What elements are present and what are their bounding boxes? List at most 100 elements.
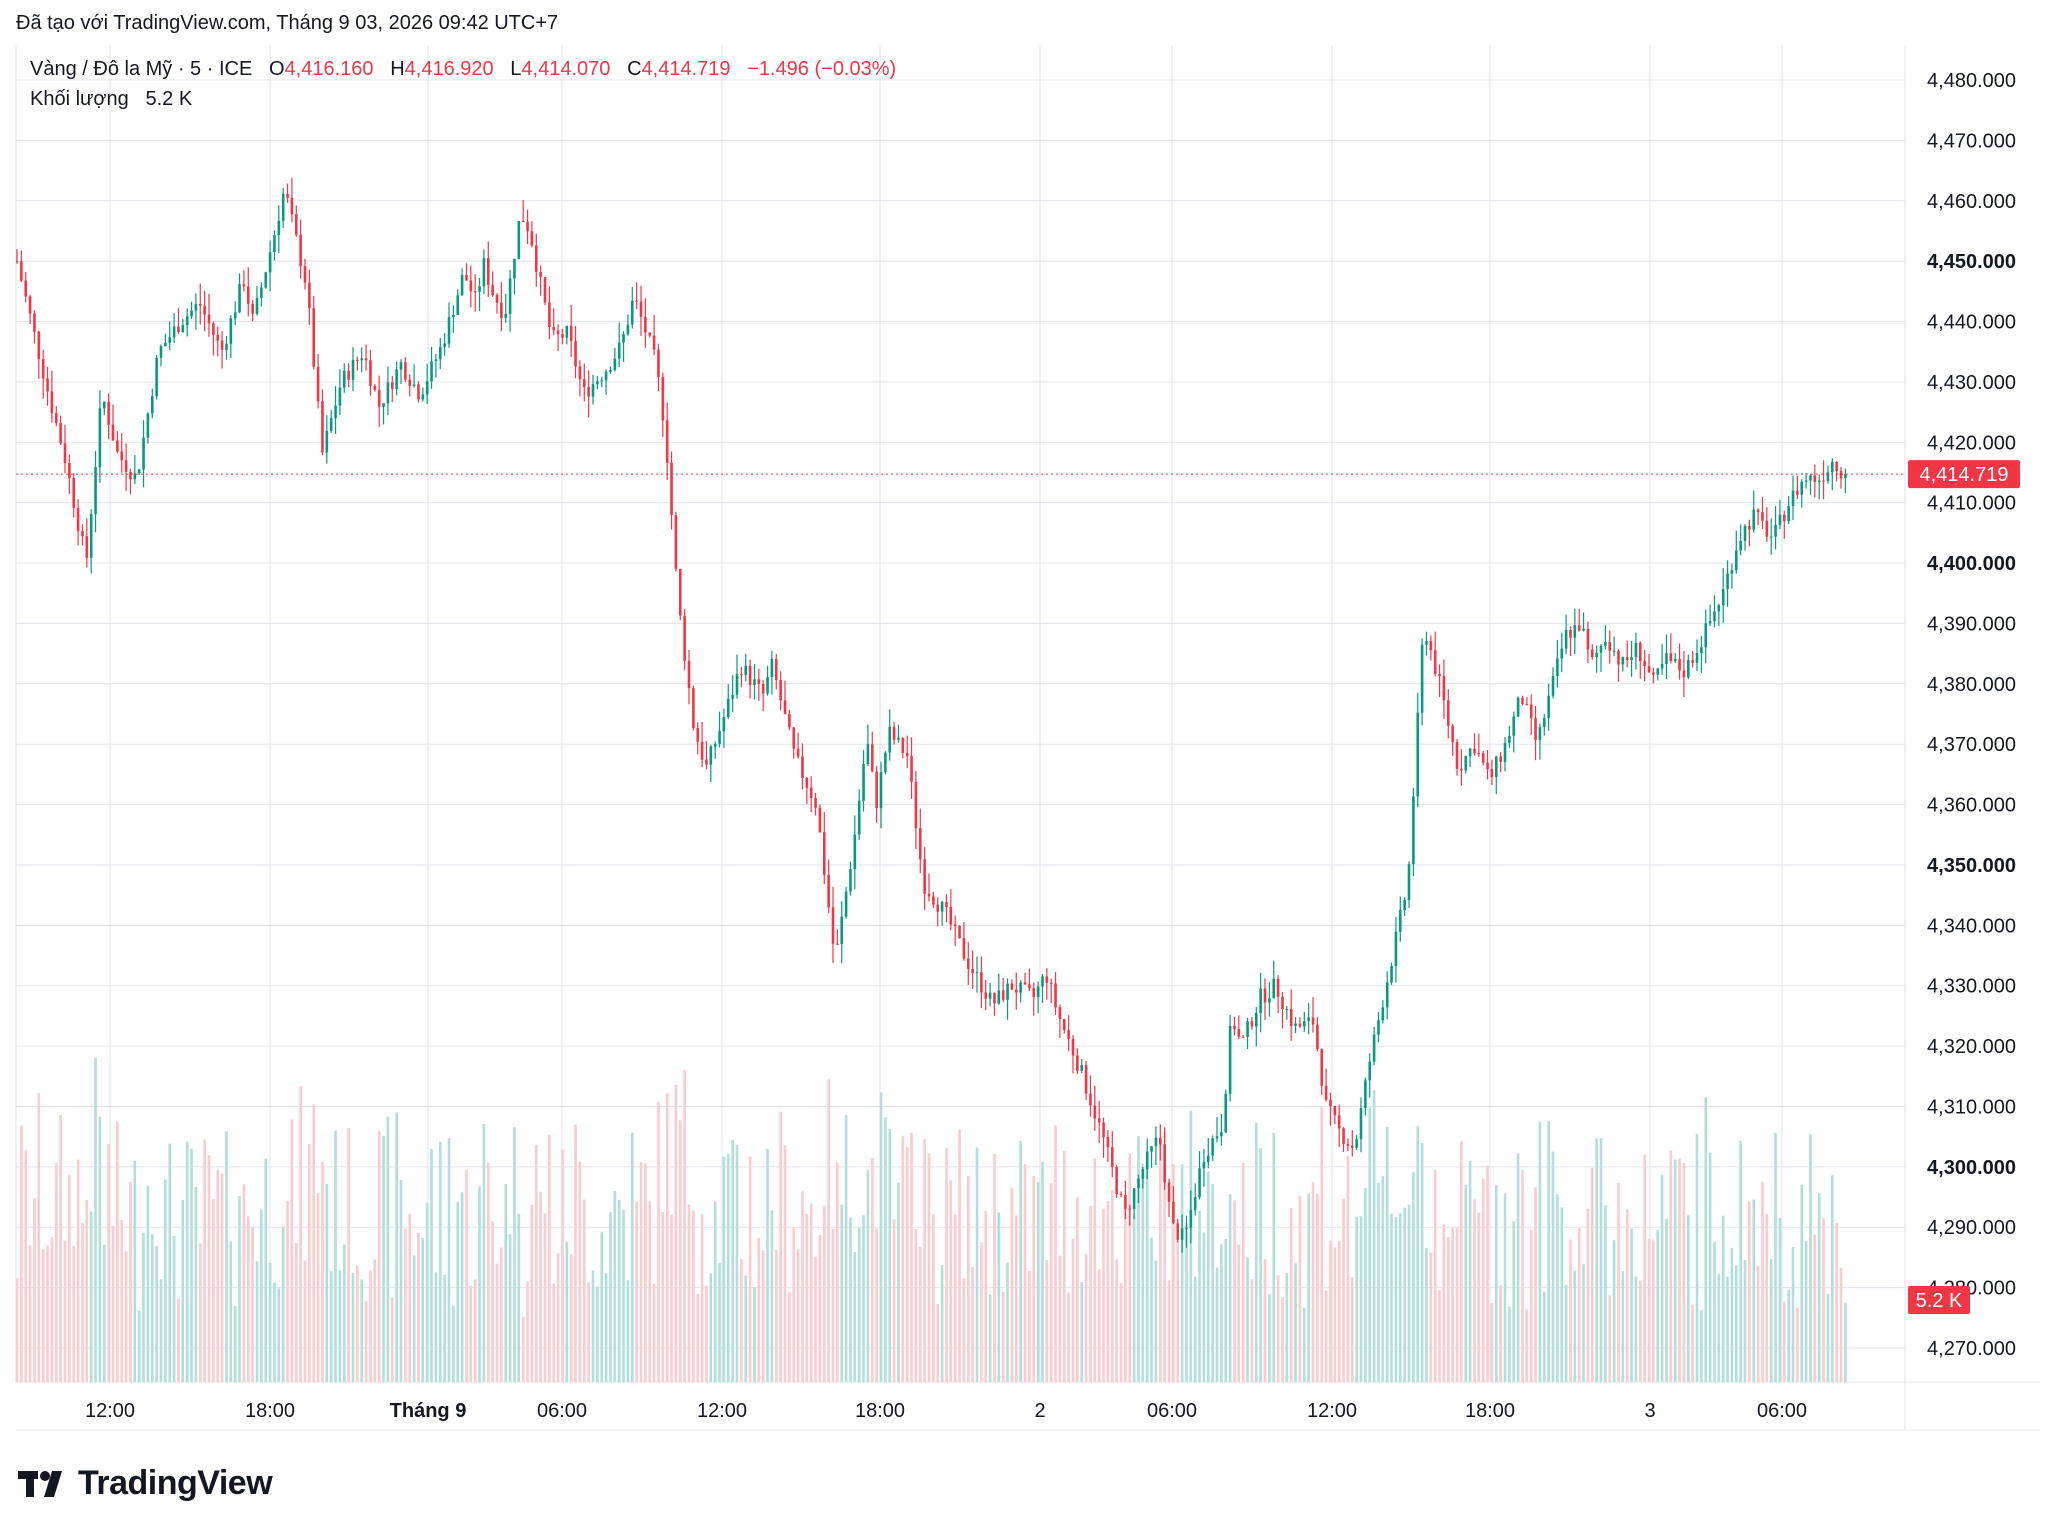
volume-bar [177, 1298, 180, 1382]
volume-bar [386, 1116, 390, 1382]
volume-bar [1206, 1171, 1210, 1382]
volume-bar [478, 1186, 481, 1382]
symbol-label[interactable]: Vàng / Đô la Mỹ · 5 · ICE [30, 58, 253, 80]
candle-body [1054, 983, 1057, 1008]
volume-bar [33, 1198, 36, 1382]
candlesticks[interactable] [15, 177, 1847, 1253]
volume-bar [709, 1273, 713, 1382]
candle-body [1246, 1021, 1249, 1038]
candle-body [37, 331, 41, 360]
volume-bar [556, 1253, 560, 1382]
candle-body [373, 385, 377, 390]
volume-bar [1433, 1169, 1437, 1382]
candle-body [1534, 718, 1537, 740]
candle-body [722, 717, 726, 732]
candle-body [674, 515, 678, 569]
candle-body [844, 891, 848, 917]
volume-bar [1678, 1158, 1681, 1382]
volume-bar [150, 1234, 154, 1382]
volume-bar [251, 1226, 254, 1382]
candle-body [1682, 670, 1686, 678]
candle-body [1272, 978, 1276, 999]
x-tick-label: 06:00 [1757, 1400, 1807, 1422]
volume-bar [1224, 1238, 1228, 1382]
volume-bar [884, 1117, 887, 1382]
candle-body [1756, 509, 1760, 513]
low-value: 4,414.070 [521, 58, 611, 80]
candle-body [862, 764, 865, 801]
candle-body [111, 424, 115, 441]
volume-bar [731, 1139, 734, 1382]
candle-body [369, 360, 372, 386]
volume-bar [1700, 1310, 1703, 1382]
candle-body [827, 874, 830, 908]
candle-body [395, 369, 398, 390]
candle-body [622, 334, 625, 343]
candle-body [604, 371, 608, 381]
volume-bar [434, 1272, 438, 1382]
candle-body [207, 314, 211, 324]
volume-bar [683, 1070, 686, 1382]
volume-bar [1787, 1289, 1790, 1382]
candle-body [24, 280, 28, 297]
candle-body [657, 349, 660, 378]
candle-body [137, 469, 141, 474]
candle-body [556, 330, 560, 335]
volume-bar [792, 1227, 796, 1382]
candle-body [504, 313, 508, 318]
volume-bar [748, 1156, 752, 1382]
x-tick-label: 06:00 [537, 1400, 587, 1422]
candle-body [644, 316, 647, 333]
volume-bar [1647, 1238, 1651, 1382]
candle-body [670, 462, 673, 516]
volume-label[interactable]: Khối lượng [30, 88, 129, 110]
candle-body [1023, 982, 1027, 985]
volume-bar [591, 1270, 595, 1382]
candle-body [33, 313, 36, 332]
volume-bar [914, 1229, 918, 1382]
candle-body [1268, 998, 1271, 1003]
volume-bar [172, 1235, 176, 1382]
candle-body [63, 443, 67, 464]
volume-bar [1508, 1306, 1511, 1382]
candle-body [630, 300, 634, 325]
candle-body [888, 726, 892, 753]
volume-bar [1110, 1190, 1114, 1382]
volume-bar [1368, 1107, 1372, 1382]
volume-bar [1564, 1284, 1568, 1382]
volume-bar [1442, 1224, 1446, 1382]
y-tick-label: 4,450.000 [1927, 251, 2016, 273]
volume-bar [303, 1260, 307, 1382]
tradingview-logo[interactable]: TradingView [18, 1464, 273, 1503]
candle-body [421, 394, 425, 400]
candle-body [993, 992, 996, 1004]
candle-body [1045, 976, 1049, 983]
candle-body [1172, 1201, 1175, 1224]
candle-body [1220, 1132, 1223, 1137]
volume-bar [1638, 1280, 1642, 1382]
volume-bar [1364, 1188, 1367, 1382]
volume-bar [325, 1184, 329, 1382]
volume-bar [1586, 1209, 1590, 1382]
candle-body [452, 314, 455, 318]
volume-bar [1403, 1207, 1406, 1382]
candle-body [1115, 1167, 1118, 1195]
candle-body [81, 531, 84, 537]
close-value: 4,414.719 [641, 58, 731, 80]
x-tick-label: 3 [1644, 1400, 1655, 1422]
volume-bar [102, 1244, 106, 1382]
candle-body [548, 302, 551, 328]
candle-body [1425, 641, 1428, 645]
candle-body [814, 798, 817, 808]
candle-body [1826, 472, 1830, 482]
volume-bar [1215, 1267, 1219, 1382]
volume-bar [1128, 1153, 1132, 1382]
volume-bar [975, 1147, 979, 1382]
y-tick-label: 4,410.000 [1927, 493, 2016, 515]
candle-body [530, 231, 534, 246]
candle-body [1298, 1023, 1302, 1027]
volume-bar [390, 1297, 394, 1382]
volume-bars [15, 1057, 1847, 1382]
volume-bar [54, 1163, 58, 1382]
